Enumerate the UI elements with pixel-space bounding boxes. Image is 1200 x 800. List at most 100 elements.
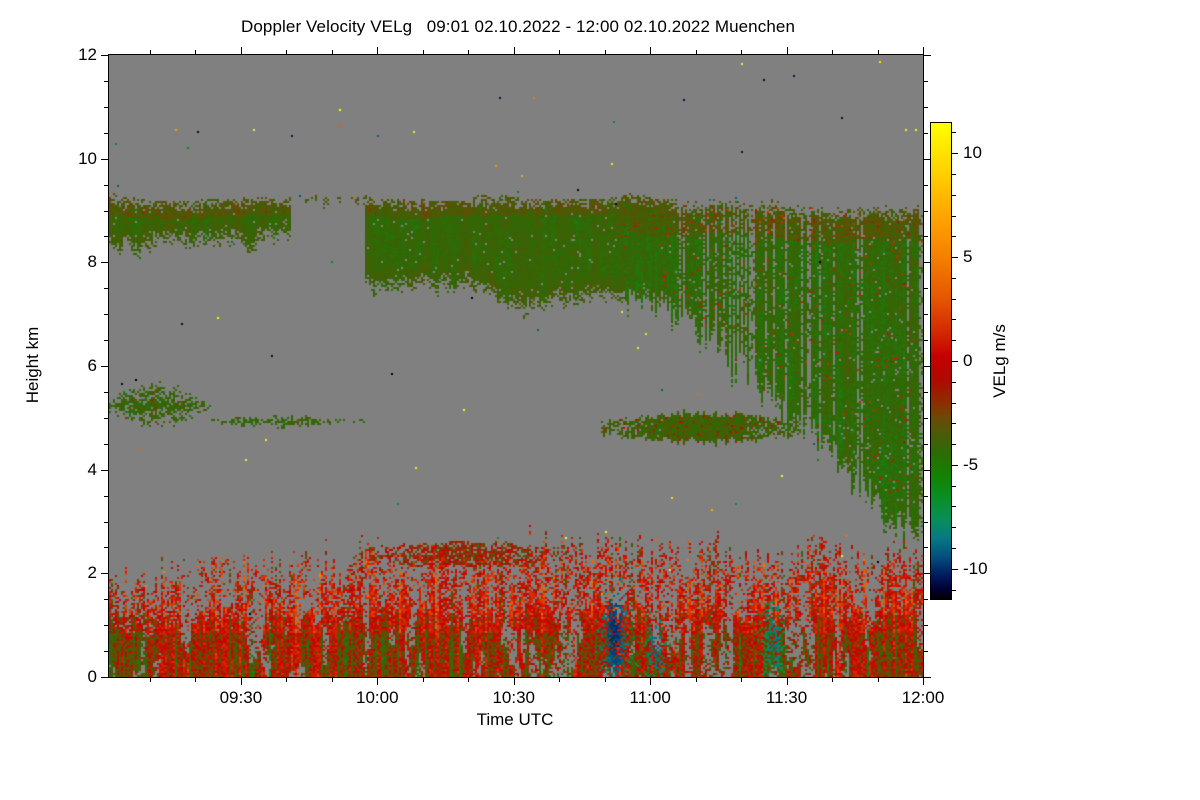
x-tick-minor — [832, 677, 834, 682]
x-tick-label: 12:00 — [901, 688, 945, 707]
y-tick-label: 4 — [87, 459, 97, 479]
x-tick-mark — [377, 677, 379, 685]
colorbar-tick-minor — [952, 319, 956, 321]
x-tick-minor — [604, 677, 606, 682]
y-tick-mark — [923, 469, 931, 471]
x-tick-minor — [286, 50, 288, 55]
colorbar-tick-minor — [952, 402, 956, 404]
x-tick-mark — [240, 47, 242, 55]
y-tick-minor — [104, 288, 109, 290]
colorbar-gradient — [930, 122, 952, 600]
x-tick-mark — [513, 47, 515, 55]
y-tick-minor — [104, 340, 109, 342]
y-tick-minor — [104, 132, 109, 134]
colorbar-tick-minor — [952, 132, 956, 134]
y-tick-minor — [104, 391, 109, 393]
y-tick-minor — [104, 417, 109, 419]
x-tick-label: 09:30 — [219, 688, 263, 707]
colorbar-tick-minor — [952, 215, 956, 217]
colorbar-tick-minor — [952, 340, 956, 342]
page-title: Doppler Velocity VELg 09:01 02.10.2022 -… — [240, 17, 796, 36]
colorbar-tick-mark — [952, 464, 958, 466]
radar-plot-area[interactable]: 0 2 4 6 8 10 12 09:30 10:00 10:30 11:00 11:30 12:00 — [78, 45, 944, 707]
y-tick-mark — [101, 55, 109, 56]
colorbar-tick-minor — [952, 381, 956, 383]
x-tick-minor — [877, 50, 879, 55]
x-tick-minor — [331, 50, 333, 55]
colorbar-tick-label: 5 — [963, 247, 973, 267]
y-tick-label: 8 — [87, 252, 97, 272]
y-tick-mark — [923, 55, 931, 56]
x-tick-minor — [695, 50, 697, 55]
y-tick-label: 2 — [87, 563, 97, 583]
y-tick-minor — [923, 443, 928, 445]
y-tick-minor — [104, 106, 109, 108]
colorbar-tick-minor — [952, 298, 956, 300]
colorbar-tick-minor — [952, 548, 956, 550]
y-tick-mark — [101, 469, 109, 471]
x-tick-mark — [650, 47, 652, 55]
y-tick-mark — [101, 158, 109, 160]
y-tick-minor — [923, 288, 928, 290]
x-tick-minor — [832, 50, 834, 55]
x-tick-minor — [149, 50, 151, 55]
x-tick-mark — [786, 47, 788, 55]
colorbar[interactable]: 10 5 0 -5 -10 — [930, 122, 988, 600]
y-tick-mark — [101, 366, 109, 367]
colorbar-tick-minor — [952, 527, 956, 529]
colorbar-tick-mark — [952, 361, 958, 362]
doppler-velocity-heatmap — [109, 55, 923, 677]
x-tick-mark — [650, 677, 652, 685]
y-tick-minor — [104, 80, 109, 82]
y-tick-minor — [104, 547, 109, 549]
colorbar-tick-label: -5 — [963, 454, 979, 474]
y-tick-minor — [923, 210, 928, 212]
colorbar-tick-mark — [952, 153, 958, 155]
colorbar-tick-minor — [952, 173, 956, 175]
y-tick-minor — [923, 391, 928, 393]
y-tick-minor — [104, 184, 109, 186]
y-tick-mark — [101, 262, 109, 264]
colorbar-tick-minor — [952, 236, 956, 238]
y-tick-mark — [923, 366, 931, 367]
y-tick-mark — [923, 677, 931, 678]
y-tick-minor — [923, 547, 928, 549]
y-tick-minor — [104, 210, 109, 212]
y-tick-minor — [104, 443, 109, 445]
x-tick-minor — [559, 677, 561, 682]
y-tick-minor — [923, 417, 928, 419]
colorbar-title: VELg m/s — [990, 324, 1009, 398]
y-tick-minor — [923, 314, 928, 316]
x-tick-mark — [786, 677, 788, 685]
y-tick-minor — [104, 651, 109, 653]
x-tick-mark — [513, 677, 515, 685]
x-tick-minor — [604, 50, 606, 55]
x-tick-minor — [422, 677, 424, 682]
y-tick-minor — [923, 651, 928, 653]
y-tick-minor — [923, 495, 928, 497]
x-tick-label: 10:30 — [492, 688, 535, 707]
y-tick-label: 10 — [78, 148, 97, 168]
x-axis-label: Time UTC — [476, 710, 554, 729]
colorbar-tick-label: 0 — [963, 351, 973, 370]
y-tick-minor — [104, 314, 109, 316]
colorbar-tick-label: -10 — [963, 558, 988, 578]
x-tick-label: 11:30 — [765, 688, 808, 707]
y-tick-minor — [923, 236, 928, 238]
y-tick-minor — [923, 340, 928, 342]
colorbar-tick-minor — [952, 194, 956, 196]
y-tick-mark — [923, 573, 931, 575]
y-tick-minor — [923, 521, 928, 523]
y-tick-minor — [104, 495, 109, 497]
colorbar-tick-minor — [952, 485, 956, 487]
y-tick-mark — [923, 262, 931, 264]
y-tick-minor — [923, 106, 928, 108]
y-tick-minor — [923, 132, 928, 134]
y-tick-label: 0 — [87, 667, 97, 686]
x-tick-mark — [923, 677, 924, 685]
x-tick-minor — [741, 677, 743, 682]
colorbar-tick-minor — [952, 277, 956, 279]
x-tick-minor — [195, 677, 197, 682]
x-tick-minor — [149, 677, 151, 682]
